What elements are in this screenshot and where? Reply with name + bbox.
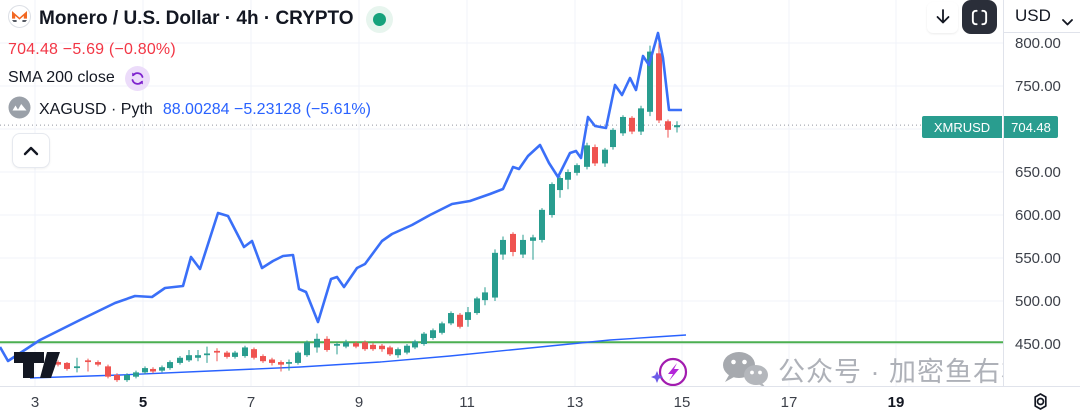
tradingview-logo[interactable] bbox=[13, 349, 61, 386]
screenshot-button[interactable] bbox=[962, 0, 997, 34]
watermark: 公众号 · 加密鱼右右 bbox=[720, 350, 1029, 389]
time-axis-label: 13 bbox=[566, 394, 584, 411]
symbol-title[interactable]: Monero / U.S. Dollar · 4h · CRYPTO bbox=[39, 8, 354, 29]
refresh-icon[interactable] bbox=[124, 65, 150, 91]
symbol-price-badge: XMRUSD bbox=[922, 116, 1002, 138]
currency-label: USD bbox=[1015, 6, 1051, 25]
collapse-legend-button[interactable] bbox=[12, 133, 50, 168]
time-axis-label: 7 bbox=[246, 394, 256, 411]
price-axis-label: 800.00 bbox=[1015, 35, 1061, 52]
watermark-text: 公众号 · 加密鱼右右 bbox=[778, 357, 1029, 387]
chevron-down-icon bbox=[1062, 13, 1073, 31]
time-axis-label: 17 bbox=[780, 394, 798, 411]
price-axis-label: 600.00 bbox=[1015, 207, 1061, 224]
time-axis-label: 11 bbox=[459, 394, 475, 411]
gear-icon[interactable] bbox=[1030, 392, 1051, 416]
chart-canvas[interactable] bbox=[0, 0, 1003, 386]
time-axis-label: 19 bbox=[887, 394, 905, 411]
wechat-icon bbox=[723, 351, 768, 388]
legend: Monero / U.S. Dollar · 4h · CRYPTO 704.4… bbox=[8, 4, 393, 123]
price-axis-label: 450.00 bbox=[1015, 336, 1061, 353]
time-axis-label: 3 bbox=[30, 394, 40, 411]
currency-selector[interactable]: USD bbox=[1004, 0, 1080, 33]
price-axis-label: 550.00 bbox=[1015, 250, 1061, 267]
price-change-row: 704.48 −5.69 (−0.80%) bbox=[8, 41, 176, 58]
monero-icon bbox=[8, 4, 31, 34]
silver-xag-icon bbox=[8, 96, 31, 124]
price-axis-label: 650.00 bbox=[1015, 164, 1061, 181]
price-scale[interactable]: USD 800.00 750.00 650.00 600.00 550.00 500.00… bbox=[1003, 0, 1080, 386]
lightning-boost-icon[interactable] bbox=[648, 355, 696, 398]
time-axis-label: 5 bbox=[138, 394, 148, 411]
price-axis-label: 500.00 bbox=[1015, 293, 1061, 310]
last-price-badge: 704.48 bbox=[1004, 116, 1058, 138]
compare-values: 88.00284 −5.23128 (−5.61%) bbox=[162, 101, 371, 118]
camera-frame-icon bbox=[971, 9, 988, 25]
chevron-up-icon bbox=[23, 146, 39, 155]
candlestick-series bbox=[45, 43, 680, 382]
download-arrow-icon bbox=[936, 9, 949, 24]
sma-200-line bbox=[29, 334, 687, 379]
xagusd-compare-line bbox=[0, 31, 682, 363]
price-axis-label: 750.00 bbox=[1015, 78, 1061, 95]
sma-indicator-row[interactable]: SMA 200 close bbox=[8, 65, 393, 91]
download-button[interactable] bbox=[927, 2, 958, 33]
time-scale[interactable]: 3 5 7 9 11 13 15 17 19 bbox=[0, 386, 1080, 417]
compare-symbol-label: XAGUSD · Pyth bbox=[39, 101, 153, 118]
market-status-icon[interactable] bbox=[365, 5, 393, 33]
compare-symbol-row[interactable]: XAGUSD · Pyth 88.00284 −5.23128 (−5.61%) bbox=[8, 96, 393, 124]
time-axis-label: 15 bbox=[673, 394, 691, 411]
symbol-title-row[interactable]: Monero / U.S. Dollar · 4h · CRYPTO bbox=[8, 4, 393, 34]
time-axis-label: 9 bbox=[354, 394, 364, 411]
sma-label: SMA 200 close bbox=[8, 69, 115, 86]
